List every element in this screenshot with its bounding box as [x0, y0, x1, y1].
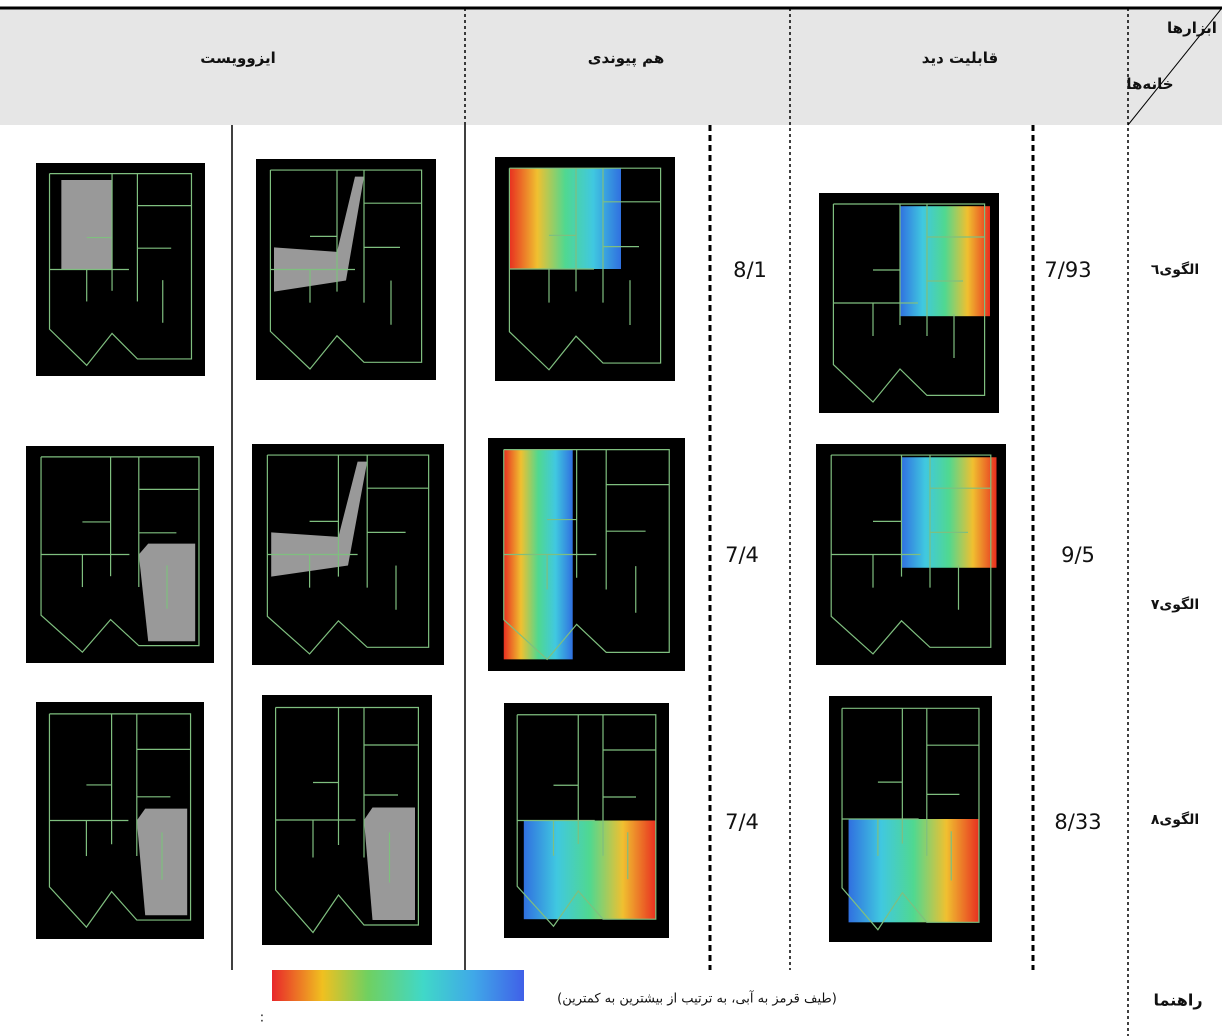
header-column: هم پیوندی	[587, 49, 665, 67]
floor-plan-image	[504, 703, 669, 938]
header-tools: ابزارها	[1167, 19, 1217, 37]
floor-plan-image	[252, 444, 444, 665]
visibility-value: 8/33	[1054, 810, 1102, 834]
floor-plan-image	[36, 163, 205, 376]
legend-gradient	[272, 970, 524, 1001]
header-bg	[0, 8, 1222, 125]
row-label: الگوی۷	[1150, 597, 1200, 613]
floor-plan-image	[256, 159, 436, 380]
floor-plan-image	[36, 702, 204, 939]
floor-plan-image	[816, 444, 1006, 665]
visibility-value: 7/93	[1044, 258, 1092, 282]
visibility-value: 9/5	[1061, 543, 1095, 567]
floor-plan-image	[829, 696, 992, 942]
integration-value: 7/4	[725, 543, 759, 567]
floor-plan-image	[488, 438, 685, 671]
legend-label: راهنما	[1153, 990, 1203, 1010]
floor-plan-image	[495, 157, 675, 381]
floor-plan-image	[819, 193, 999, 413]
header-column: قابلیت دید	[921, 49, 999, 67]
integration-value: 8/1	[733, 258, 767, 282]
row-label: الگوی۸	[1150, 812, 1200, 828]
row-label: الگوی٦	[1150, 262, 1200, 278]
header-column: ایزوویست	[200, 49, 276, 67]
legend-text: (طیف قرمز به آبی، به ترتیب از بیشترین به…	[557, 991, 837, 1007]
integration-value: 7/4	[725, 810, 759, 834]
floor-plan-image	[262, 695, 432, 945]
floor-plan-image	[26, 446, 214, 663]
header-houses: خانه‌ها	[1126, 75, 1174, 93]
legend-colon: :	[259, 1010, 265, 1026]
diagonal	[1127, 7, 1222, 126]
